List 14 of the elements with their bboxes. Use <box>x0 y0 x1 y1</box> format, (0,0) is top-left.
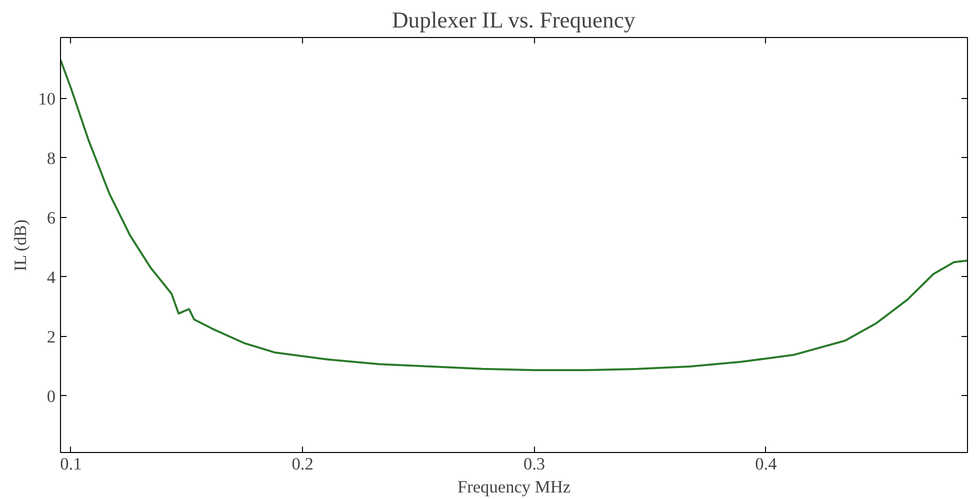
y-tick-label: 4 <box>46 268 56 287</box>
y-tick-label: 2 <box>46 327 56 346</box>
x-tick-label: 0.3 <box>523 454 546 474</box>
chart-title: Duplexer IL vs. Frequency <box>392 8 636 32</box>
x-tick-label: 0.1 <box>60 454 82 474</box>
y-tick-label: 6 <box>46 208 56 228</box>
x-axis-title: Frequency MHz <box>457 478 571 496</box>
y-tick-label: 8 <box>46 148 56 168</box>
line-series <box>60 58 968 372</box>
y-axis-title: IL (dB) <box>11 219 30 272</box>
x-tick-label: 0.4 <box>755 454 778 474</box>
y-tick-label: 10 <box>38 89 56 108</box>
x-tick-label: 0.2 <box>292 454 314 474</box>
y-tick-label: 0 <box>46 386 56 406</box>
